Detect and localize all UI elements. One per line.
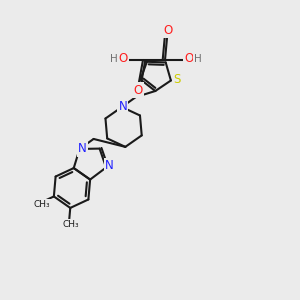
Text: O: O [164,23,172,37]
Text: H: H [110,54,118,64]
Text: O: O [184,52,194,65]
Text: O: O [118,52,127,65]
Text: N: N [118,100,127,112]
Text: H: H [194,54,202,64]
Text: N: N [78,142,87,155]
Text: S: S [173,73,181,86]
Text: N: N [105,159,113,172]
Text: O: O [134,83,142,97]
Text: CH₃: CH₃ [33,200,50,209]
Text: CH₃: CH₃ [62,220,79,230]
